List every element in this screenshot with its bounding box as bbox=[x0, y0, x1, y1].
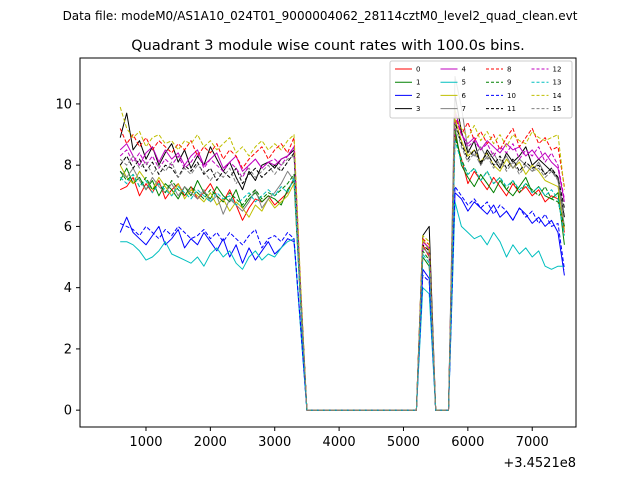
x-tick-label: 4000 bbox=[323, 435, 356, 450]
x-offset-label: +3.4521e8 bbox=[503, 456, 576, 471]
legend-label-4: 4 bbox=[462, 66, 467, 74]
legend-label-12: 12 bbox=[553, 66, 562, 74]
y-tick-label: 10 bbox=[55, 97, 72, 112]
legend-label-13: 13 bbox=[553, 79, 562, 87]
y-tick-label: 0 bbox=[64, 404, 72, 419]
legend-label-15: 15 bbox=[553, 105, 562, 113]
legend-label-6: 6 bbox=[462, 92, 467, 100]
plot-area bbox=[80, 58, 576, 427]
legend-label-7: 7 bbox=[462, 105, 466, 113]
x-tick-label: 2000 bbox=[194, 435, 227, 450]
y-tick-label: 8 bbox=[64, 159, 72, 174]
legend-label-14: 14 bbox=[553, 92, 562, 100]
series-line-13 bbox=[119, 140, 565, 411]
legend-label-9: 9 bbox=[507, 79, 511, 87]
figure-suptitle: Data file: modeM0/AS1A10_024T01_90000040… bbox=[63, 9, 578, 23]
series-line-14 bbox=[119, 106, 565, 411]
x-tick-label: 6000 bbox=[451, 435, 484, 450]
legend-label-1: 1 bbox=[416, 79, 420, 87]
axes-frame bbox=[79, 57, 577, 428]
legend-box bbox=[389, 60, 573, 119]
x-tick-label: 3000 bbox=[258, 435, 291, 450]
series-line-15 bbox=[119, 124, 565, 411]
x-tick-label: 7000 bbox=[516, 435, 549, 450]
legend-label-10: 10 bbox=[507, 92, 516, 100]
axes-layer: 1000 2000 3000 4000 5000 6000 7000 0 2 4 6 8 10 bbox=[55, 97, 548, 450]
x-tick-label: 1000 bbox=[129, 435, 162, 450]
y-tick-label: 6 bbox=[64, 220, 72, 235]
x-tick-label: 5000 bbox=[387, 435, 420, 450]
legend-label-0: 0 bbox=[416, 66, 420, 74]
legend-label-11: 11 bbox=[507, 105, 516, 113]
y-tick-label: 4 bbox=[64, 281, 72, 296]
series-layer bbox=[119, 75, 565, 411]
legend-label-3: 3 bbox=[416, 105, 420, 113]
y-tick-label: 2 bbox=[64, 342, 72, 357]
legend-label-2: 2 bbox=[416, 92, 420, 100]
series-line-10 bbox=[119, 186, 565, 411]
chart-title: Quadrant 3 module wise count rates with … bbox=[131, 38, 525, 54]
legend-label-5: 5 bbox=[462, 79, 466, 87]
legend-label-8: 8 bbox=[507, 66, 511, 74]
